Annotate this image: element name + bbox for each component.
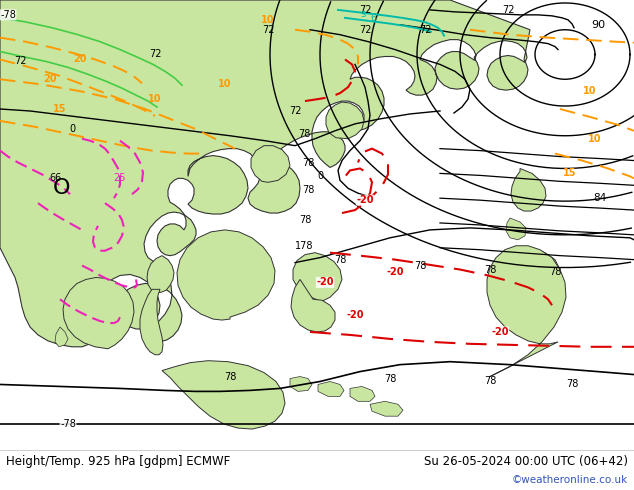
Polygon shape [326,102,364,139]
Text: -20: -20 [316,277,333,288]
Polygon shape [511,169,546,211]
Text: -20: -20 [356,195,374,205]
Polygon shape [370,401,403,416]
Text: ©weatheronline.co.uk: ©weatheronline.co.uk [512,475,628,485]
Polygon shape [251,146,290,182]
Text: -20: -20 [346,310,364,320]
Polygon shape [177,230,275,320]
Text: s: s [361,9,366,19]
Polygon shape [147,256,174,293]
Text: 78: 78 [384,373,396,384]
Text: O: O [53,178,71,198]
Text: 78: 78 [549,268,561,277]
Text: 10: 10 [583,86,597,96]
Text: 78: 78 [484,376,496,387]
Text: -20: -20 [386,268,404,277]
Text: 178: 178 [295,241,313,251]
Polygon shape [0,0,530,347]
Text: 72: 72 [14,56,26,67]
Polygon shape [55,327,68,347]
Text: 78: 78 [299,215,311,225]
Polygon shape [291,279,335,332]
Text: 10: 10 [218,79,232,89]
Text: 84: 84 [593,193,607,203]
Text: Su 26-05-2024 00:00 UTC (06+42): Su 26-05-2024 00:00 UTC (06+42) [424,455,628,468]
Text: 10: 10 [588,134,602,144]
Polygon shape [318,382,344,396]
Text: 10: 10 [148,94,162,104]
Text: 72: 72 [359,5,372,15]
Text: -78: -78 [60,419,76,429]
Text: -78: -78 [0,10,16,20]
Polygon shape [506,218,526,240]
Polygon shape [162,361,285,429]
Polygon shape [350,387,375,401]
Text: 78: 78 [484,265,496,274]
Text: 78: 78 [224,371,236,382]
Text: 25: 25 [113,173,126,183]
Text: 72: 72 [418,24,431,35]
Text: 72: 72 [288,106,301,116]
Text: 66: 66 [49,173,61,183]
Text: 78: 78 [566,379,578,390]
Text: 72: 72 [359,24,372,35]
Text: 20: 20 [74,54,87,65]
Text: 78: 78 [302,185,314,195]
Text: 78: 78 [414,261,426,270]
Text: 72: 72 [501,5,514,15]
Text: 0: 0 [317,172,323,181]
Text: 78: 78 [334,255,346,265]
Text: 20: 20 [43,74,57,84]
Text: 10: 10 [261,15,275,25]
Text: -20: -20 [491,327,508,337]
Polygon shape [293,253,342,302]
Text: 0: 0 [69,124,75,134]
Polygon shape [140,289,163,355]
Text: 15: 15 [53,104,67,114]
Text: 72: 72 [262,24,275,35]
Polygon shape [290,376,312,392]
Polygon shape [508,248,560,294]
Polygon shape [487,246,566,376]
Text: 6: 6 [370,13,376,23]
Text: 78: 78 [302,158,314,169]
Text: 78: 78 [298,129,310,139]
Text: 90: 90 [591,20,605,30]
Text: Height/Temp. 925 hPa [gdpm] ECMWF: Height/Temp. 925 hPa [gdpm] ECMWF [6,455,230,468]
Text: 72: 72 [149,49,161,59]
Text: 15: 15 [563,169,577,178]
Polygon shape [63,277,134,349]
